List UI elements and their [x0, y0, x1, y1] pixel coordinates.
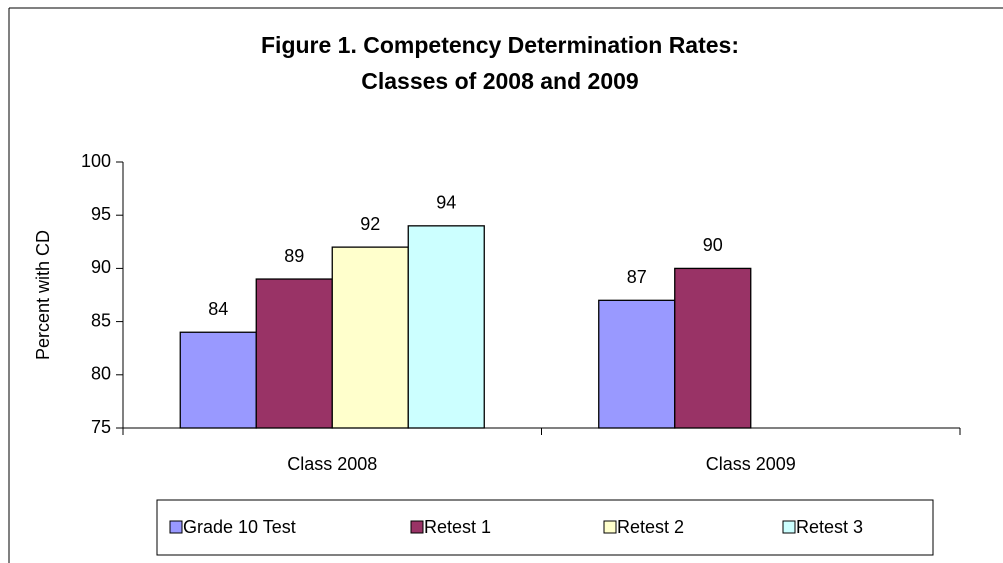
legend-box — [156, 499, 934, 556]
y-tick-label: 85 — [91, 310, 111, 330]
data-label: 89 — [284, 246, 304, 266]
x-tick-label: Class 2009 — [706, 454, 796, 474]
legend-label: Grade 10 Test — [183, 517, 296, 537]
y-tick-label: 80 — [91, 364, 111, 384]
legend-label: Retest 3 — [796, 517, 863, 537]
bar — [255, 278, 333, 429]
data-label: 92 — [360, 214, 380, 234]
bar — [598, 299, 676, 429]
data-label: 90 — [703, 235, 723, 255]
legend-label: Retest 2 — [617, 517, 684, 537]
legend-swatch — [169, 520, 183, 534]
y-tick-label: 100 — [81, 151, 111, 171]
bar — [407, 225, 485, 429]
data-label: 87 — [627, 267, 647, 287]
data-label: 94 — [436, 193, 456, 213]
bar — [331, 246, 409, 429]
data-label: 84 — [208, 299, 228, 319]
bar — [674, 267, 752, 429]
bar — [179, 331, 257, 429]
y-axis-label: Percent with CD — [33, 230, 53, 360]
legend-swatch — [603, 520, 617, 534]
x-tick-label: Class 2008 — [287, 454, 377, 474]
chart-subtitle: Classes of 2008 and 2009 — [361, 68, 638, 94]
legend-swatch — [782, 520, 796, 534]
y-tick-label: 75 — [91, 417, 111, 437]
legend-label: Retest 1 — [424, 517, 491, 537]
y-tick-label: 95 — [91, 204, 111, 224]
y-tick-label: 90 — [91, 257, 111, 277]
chart-title: Figure 1. Competency Determination Rates… — [261, 32, 739, 58]
legend-swatch — [410, 520, 424, 534]
